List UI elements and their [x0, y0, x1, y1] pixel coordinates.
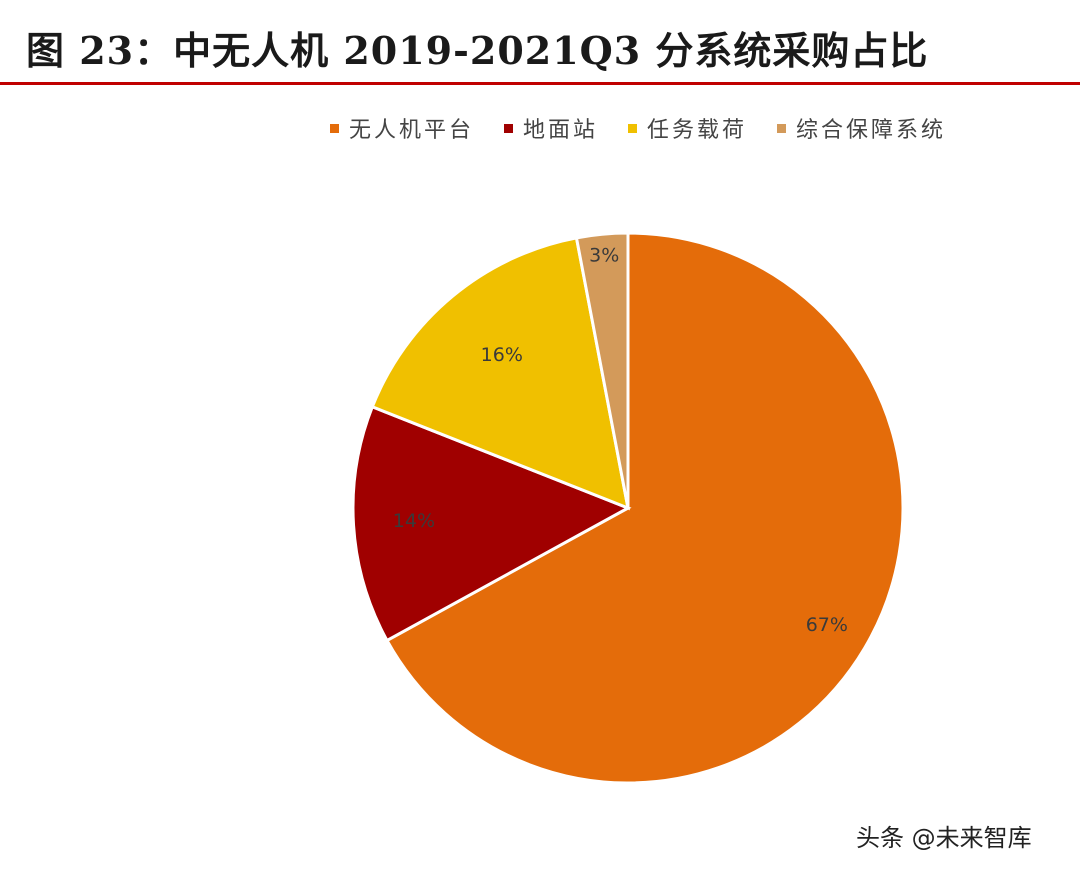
- data-label-payload: 16%: [481, 344, 523, 366]
- legend-swatch-ground-station: [504, 123, 514, 133]
- legend-label-payload: 任务载荷: [647, 118, 748, 143]
- legend-swatch-support: [777, 123, 787, 133]
- data-label-support: 3%: [589, 245, 619, 267]
- legend-item-platform: 无人机平台: [330, 112, 474, 144]
- legend-label-ground-station: 地面站: [523, 118, 599, 143]
- legend-item-support: 综合保障系统: [777, 112, 946, 144]
- data-label-ground-station: 14%: [393, 510, 435, 532]
- data-label-platform: 67%: [806, 614, 848, 636]
- page-title: 图 23：中无人机 2019-2021Q3 分系统采购占比: [26, 28, 929, 73]
- legend-label-support: 综合保障系统: [796, 118, 947, 143]
- legend-item-payload: 任务载荷: [628, 112, 747, 144]
- pie-slice-support: [574, 231, 630, 509]
- pie-slice-ground-station: [351, 404, 632, 643]
- legend-swatch-platform: [330, 123, 339, 133]
- pie-slice-platform: [384, 231, 905, 785]
- legend-swatch-payload: [628, 123, 638, 133]
- watermark-text: 头条 @未来智库: [856, 824, 1032, 852]
- legend-item-ground-station: 地面站: [504, 112, 598, 144]
- chart-legend: 无人机平台 地面站 任务载荷 综合保障系统: [330, 112, 946, 144]
- pie-slice-payload: [370, 236, 630, 511]
- legend-label-platform: 无人机平台: [349, 118, 475, 143]
- title-divider: [0, 82, 1080, 85]
